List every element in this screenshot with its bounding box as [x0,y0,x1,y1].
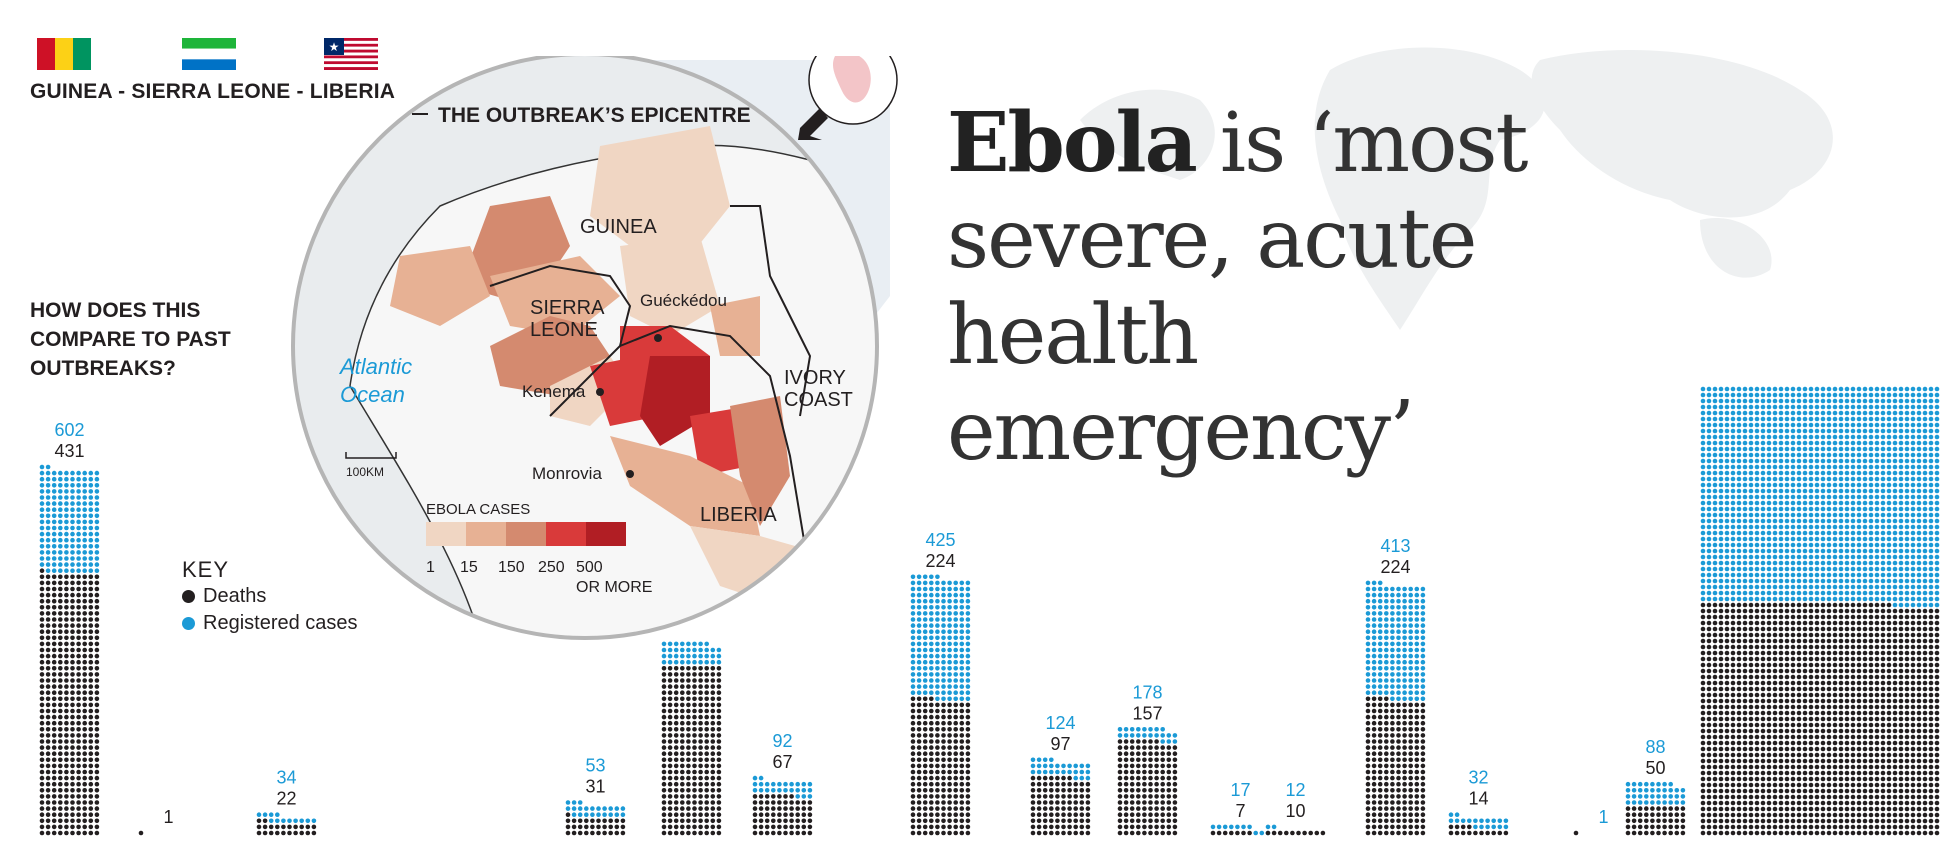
scale-label: 100KM [346,465,384,479]
legend-tick-label: 150 [498,559,525,576]
sierra-leone-flag-stripe-3 [182,59,236,70]
epicentre-label: THE OUTBREAK’S EPICENTRE [438,104,751,127]
headline: Ebola is ‘most severe, acute health emer… [947,95,1587,480]
legend-tick-label: 1 [426,559,435,576]
legend-swatch-5 [586,522,626,546]
legend-swatch-2 [466,522,506,546]
guinea-flag-stripe-2 [55,38,73,70]
legend-tick-label: 15 [460,559,478,576]
guinea-flag-stripe-1 [37,38,55,70]
gueckedou-label: Guéckédou [640,291,727,310]
guinea-label: GUINEA [580,216,657,238]
liberia-label: LIBERIA [700,504,777,526]
legend-tick-label: OR MORE [576,579,652,596]
cases-legend-swatches [426,522,626,546]
legend-swatch-1 [426,522,466,546]
sierra-leone-label: SIERRA LEONE [530,297,605,341]
headline-bold: Ebola [947,95,1196,191]
monrovia-label: Monrovia [532,464,602,483]
guinea-flag-stripe-3 [73,38,91,70]
ivory-coast-label: IVORY COAST [784,367,853,411]
sierra-leone-flag [182,38,236,70]
compare-question: HOW DOES THIS COMPARE TO PAST OUTBREAKS? [30,296,290,383]
cases-dot-icon [182,617,195,630]
legend-swatch-4 [546,522,586,546]
key-deaths-label: Deaths [203,585,266,607]
deaths-dot-icon [182,590,195,603]
guinea-flag [37,38,91,70]
sierra-leone-flag-stripe-2 [182,49,236,60]
kenema-label: Kenema [522,382,586,401]
epicentre-label-text: THE OUTBREAK’S EPICENTRE [438,104,751,127]
outbreak-inset-map: THE OUTBREAK’S EPICENTRE GUINEA SIERRA LE… [290,56,910,656]
legend-tick-label: 250 [538,559,565,576]
legend-title: EBOLA CASES [426,501,530,518]
legend-swatch-3 [506,522,546,546]
legend-tick-label: 500 [576,559,603,576]
sierra-leone-flag-stripe-1 [182,38,236,49]
